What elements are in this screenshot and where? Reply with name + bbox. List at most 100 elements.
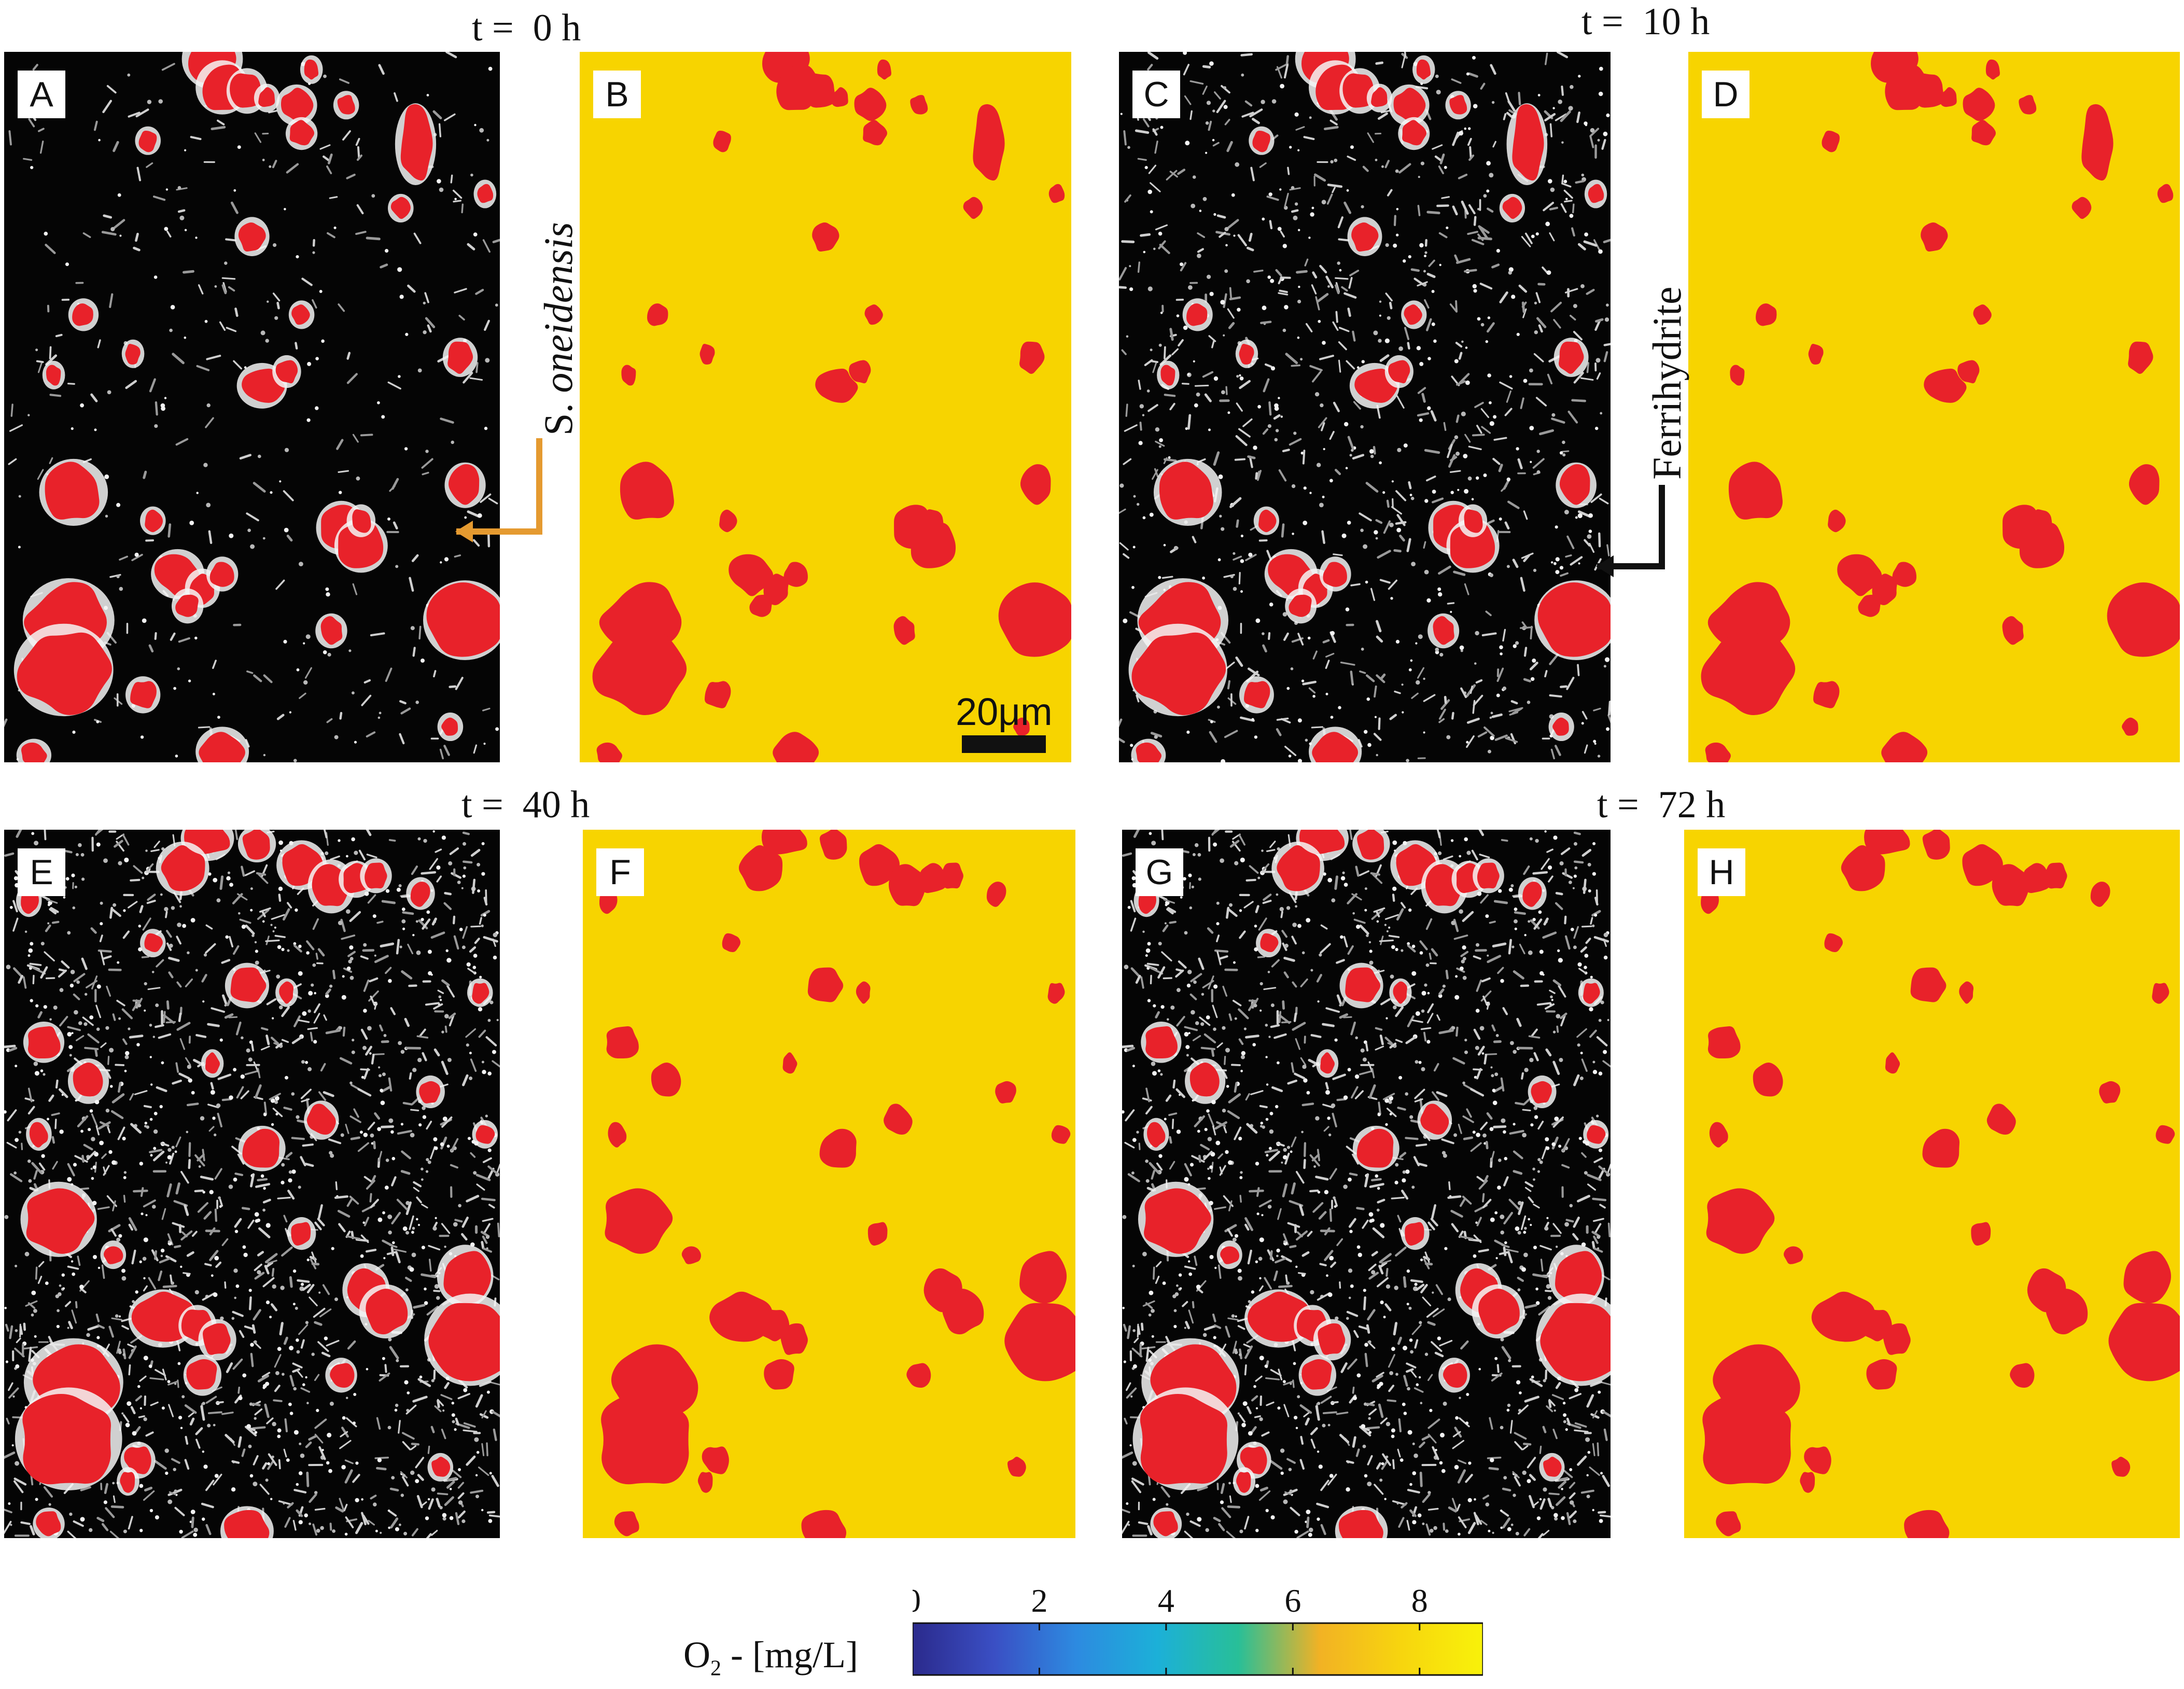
bacterium xyxy=(203,1464,208,1469)
bacterium xyxy=(1402,1178,1406,1183)
bacterium xyxy=(393,521,398,529)
bacterium xyxy=(379,1074,382,1078)
bacterium xyxy=(288,1170,292,1174)
bacterium xyxy=(105,1026,109,1030)
bacterium xyxy=(339,491,342,494)
bacterium xyxy=(1376,635,1383,643)
bacterium xyxy=(479,975,482,979)
ferrihydrite-particle xyxy=(608,1122,627,1148)
bacterium xyxy=(369,977,379,983)
bacterium xyxy=(1573,304,1577,309)
bacterium xyxy=(99,934,103,942)
bacterium xyxy=(212,660,217,669)
bacterium xyxy=(1275,429,1279,432)
bacterium xyxy=(1399,534,1405,542)
bacterium xyxy=(1422,1523,1425,1525)
bacterium xyxy=(314,1418,327,1429)
bacterium xyxy=(1281,1255,1292,1263)
bacterium xyxy=(136,998,143,1009)
bacterium xyxy=(1369,1183,1384,1188)
bacterium xyxy=(211,1274,214,1277)
bacterium xyxy=(1338,706,1341,709)
bacterium xyxy=(400,1170,411,1175)
bacterium xyxy=(1228,322,1235,329)
bacterium xyxy=(1240,559,1244,563)
bacterium xyxy=(1457,1469,1466,1484)
bacterium xyxy=(311,1352,315,1356)
bacterium xyxy=(349,945,354,950)
bacterium xyxy=(1391,480,1394,483)
bacterium xyxy=(247,1219,255,1229)
bacterium xyxy=(171,1458,180,1464)
ferrihydrite-particle xyxy=(1433,616,1454,645)
bacterium xyxy=(1127,1325,1131,1339)
bacterium xyxy=(1384,1037,1393,1045)
bacterium xyxy=(367,1122,375,1130)
bacterium xyxy=(1234,1234,1239,1238)
bacterium xyxy=(1447,602,1455,605)
bacterium xyxy=(272,1421,276,1427)
bacterium xyxy=(1492,141,1496,148)
bacterium xyxy=(1472,284,1477,289)
bacterium xyxy=(396,887,401,892)
bacterium xyxy=(1426,211,1440,215)
bacterium xyxy=(1227,680,1230,690)
bacterium xyxy=(1486,189,1490,193)
ferrihydrite-particle xyxy=(815,368,858,403)
bacterium xyxy=(411,1231,414,1234)
bacterium xyxy=(269,1316,272,1319)
bacterium xyxy=(1523,1252,1528,1258)
ferrihydrite-particle xyxy=(807,967,844,1002)
bacterium xyxy=(1310,969,1313,972)
bacterium xyxy=(1455,451,1460,456)
bacterium xyxy=(1143,250,1146,254)
bacterium xyxy=(58,969,67,978)
bacterium xyxy=(1550,187,1555,192)
bacterium xyxy=(1603,938,1607,947)
bacterium xyxy=(1119,718,1123,727)
bacterium xyxy=(122,1414,130,1423)
bacterium xyxy=(399,295,404,299)
bacterium xyxy=(1263,987,1277,990)
bacterium xyxy=(313,1013,320,1024)
bacterium xyxy=(1325,1007,1340,1013)
bacterium xyxy=(162,1285,177,1288)
bacterium xyxy=(1508,271,1512,275)
bacterium xyxy=(291,1137,305,1140)
bacterium xyxy=(1424,499,1429,503)
bacterium xyxy=(128,1364,131,1376)
bacterium xyxy=(34,1335,37,1338)
bacterium xyxy=(1276,893,1279,896)
bacterium xyxy=(1229,1495,1232,1503)
bacterium xyxy=(1592,842,1596,845)
bacterium xyxy=(1399,1458,1404,1462)
bacterium xyxy=(9,1325,13,1339)
bacterium xyxy=(313,1040,317,1044)
bacterium xyxy=(264,1403,270,1418)
bacterium xyxy=(1316,292,1329,303)
bacterium xyxy=(411,866,418,875)
bacterium xyxy=(430,931,445,939)
bacterium xyxy=(317,948,325,957)
bacterium xyxy=(258,454,261,458)
bacterium xyxy=(1486,161,1491,166)
bacterium xyxy=(1318,417,1327,428)
bacterium xyxy=(1520,1215,1527,1230)
bacterium xyxy=(259,1484,270,1495)
bacterium xyxy=(72,730,76,734)
bacterium xyxy=(1202,1333,1207,1337)
bacterium xyxy=(236,1086,244,1099)
bacterium xyxy=(412,1068,417,1072)
ferrihydrite-particle xyxy=(1252,130,1270,152)
bacterium xyxy=(175,438,189,446)
bacterium xyxy=(83,1022,88,1026)
bacterium xyxy=(1258,1199,1272,1208)
bacterium xyxy=(1444,1247,1448,1250)
bacterium xyxy=(1310,212,1314,217)
bacterium xyxy=(1339,1434,1350,1444)
bacterium xyxy=(1429,953,1432,960)
bacterium xyxy=(1189,882,1191,889)
bacterium xyxy=(219,1198,223,1207)
bacterium xyxy=(1375,519,1383,524)
bacterium xyxy=(262,159,265,161)
